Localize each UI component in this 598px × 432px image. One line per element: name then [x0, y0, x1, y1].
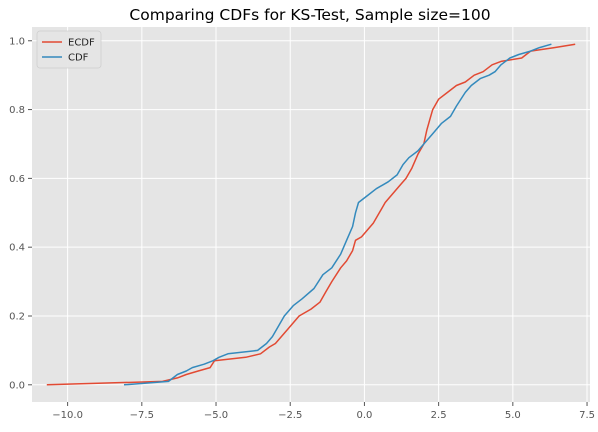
- x-tick-label: 5.0: [505, 410, 521, 421]
- x-tick-label: −7.5: [130, 410, 154, 421]
- y-tick-label: 0.0: [9, 380, 25, 391]
- y-tick-label: 0.6: [9, 174, 25, 185]
- x-tick-label: 2.5: [431, 410, 447, 421]
- plot-background: [32, 27, 590, 402]
- series-line-ecdf: [46, 43, 576, 386]
- y-tick-label: 0.2: [9, 311, 25, 322]
- plot-area: −10.0 −7.5 −5.0 −2.5 0.0 2.5 5.0 7.5 0.0 0.2 0.4 0.…: [9, 27, 595, 421]
- x-tick-label: −2.5: [278, 410, 302, 421]
- y-tick-label: 0.4: [9, 243, 25, 254]
- legend-label: CDF: [68, 53, 89, 64]
- x-tick-label: 0.0: [356, 410, 372, 421]
- series-line-cdf: [123, 43, 552, 386]
- chart-title: Comparing CDFs for KS-Test, Sample size=…: [129, 6, 490, 24]
- y-tick-label: 1.0: [9, 36, 25, 47]
- x-tick-label: 7.5: [579, 410, 595, 421]
- x-tick-label: −5.0: [204, 410, 228, 421]
- legend-box: [36, 30, 102, 69]
- legend-label: ECDF: [68, 38, 95, 49]
- x-tick-label: −10.0: [52, 410, 83, 421]
- y-tick-label: 0.8: [9, 105, 25, 116]
